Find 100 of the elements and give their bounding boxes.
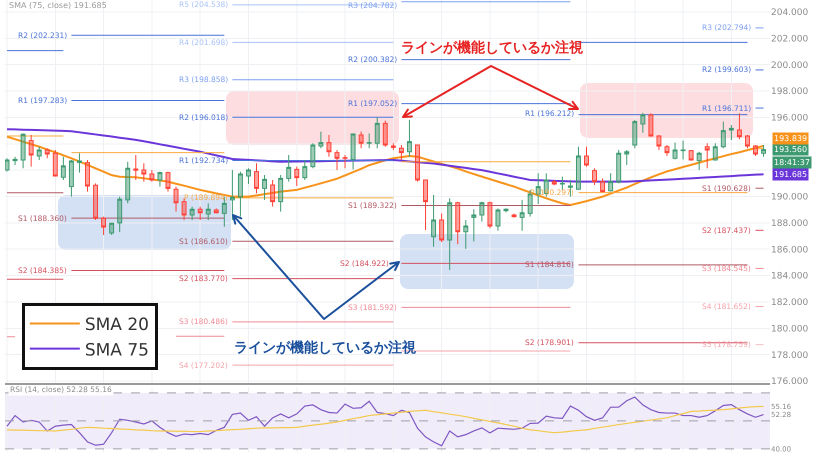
candlestick [520,199,525,232]
candlestick [310,142,316,169]
candlestick [664,144,670,157]
candlestick [350,132,356,170]
candlestick [584,146,589,168]
candlestick [753,144,758,157]
candlestick [447,198,452,271]
candlestick [318,131,324,149]
candlestick [560,176,565,190]
y-tick-label: 202.000 [771,34,808,44]
candlestick [238,171,243,218]
candlestick [656,134,662,150]
data-label: 193.839 [774,134,808,143]
candlestick [12,156,18,166]
candlestick [206,202,211,220]
candlestick [334,149,340,171]
candlestick [632,119,638,149]
candlestick [431,194,436,248]
candlestick [246,168,251,184]
candlestick [326,134,332,158]
candlestick [117,196,122,233]
candlestick [487,201,492,229]
candlestick [382,120,388,148]
legend-label: SMA 75 [84,340,149,360]
candlestick [592,168,598,186]
candlestick [230,170,235,220]
annotation: SMA (75, close) 191.685 [9,1,107,10]
candlestick [512,213,517,218]
y-tick-label: 196.000 [771,114,808,124]
candlestick [696,151,702,171]
candlestick [166,171,170,192]
candlestick [479,201,484,222]
y-tick-label: 200.000 [771,60,808,71]
candlestick [423,178,428,230]
y-tick-label: 176.000 [771,377,808,388]
candlestick [640,112,646,134]
candlestick [141,162,146,182]
candlestick [52,149,58,178]
candlestick [270,180,276,208]
text: 18:41:37 [774,158,810,167]
candlestick [174,186,178,212]
candlestick [366,132,372,149]
candlestick [101,216,106,236]
candlestick [672,142,678,160]
y-tick-label: 190.000 [771,192,808,203]
candlestick [20,132,26,169]
candlestick [744,134,750,149]
candlestick [761,144,766,158]
candlestick [342,154,348,169]
data-label: 191.685 [774,170,808,179]
candlestick [157,171,162,188]
candlestick [302,160,308,181]
candlestick [358,131,364,149]
candlestick [133,154,138,181]
candlestick [60,156,66,181]
annotation: ラインが機能しているか注視 [401,39,583,56]
candlestick [278,174,284,212]
candlestick [608,172,614,192]
candlestick [5,158,10,172]
candlestick [28,134,34,168]
candlestick [455,201,460,245]
candlestick [36,146,42,160]
y-tick-label: 186.000 [771,245,808,256]
candlestick [149,170,154,182]
y-tick-label: 188.000 [771,219,808,230]
candlestick [471,208,476,242]
candlestick [648,112,654,138]
candlestick [728,124,734,140]
candlestick [704,142,710,169]
candlestick [624,149,630,166]
candlestick [198,206,203,220]
candlestick [262,174,268,200]
candlestick [712,142,718,162]
candlestick [109,222,114,236]
candlestick [398,144,404,160]
candlestick [374,116,380,149]
candlestick [415,144,420,182]
legend-label: SMA 20 [84,315,149,336]
candlestick [44,148,50,159]
candlestick [463,219,468,250]
candlestick [680,140,686,160]
candlestick [552,180,557,186]
candlestick [294,166,300,186]
candlestick [576,146,581,190]
candlestick [736,112,742,140]
candlestick [93,182,98,220]
annotation: ラインが機能しているか注視 [234,339,416,356]
candlestick [190,206,195,220]
candlestick [286,154,292,182]
candlestick [495,208,500,232]
y-tick-label: 180.000 [771,324,808,334]
candlestick [125,161,130,204]
candlestick [720,121,726,149]
y-tick-label: 182.000 [771,298,808,308]
candlestick [616,149,622,184]
line-series [6,406,764,434]
y-tick-label: 204.000 [771,8,808,18]
candlestick [390,142,396,150]
y-tick-label: 178.000 [771,350,808,361]
candlestick [406,119,412,158]
